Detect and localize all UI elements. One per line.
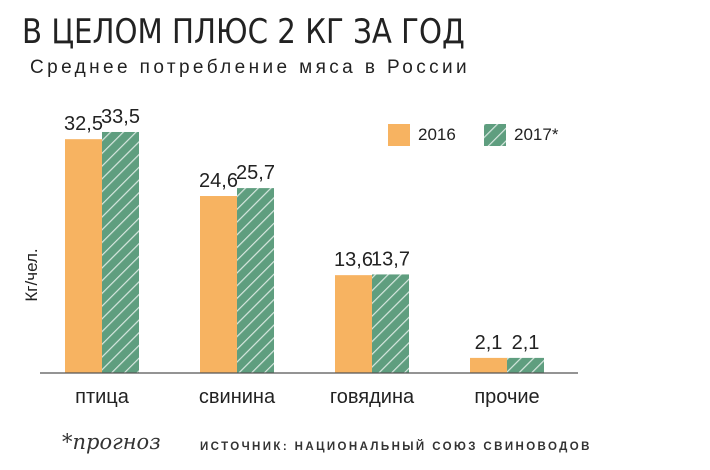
bar-2016-3 — [335, 275, 372, 373]
legend-label-2017: 2017* — [514, 125, 559, 144]
bar-2016-1 — [65, 139, 102, 373]
data-label-2017--4: 2,1 — [512, 332, 540, 354]
y-axis-label: Кг/чел. — [22, 248, 41, 301]
category-label-1: птица — [75, 386, 130, 408]
bar-2016-4 — [470, 357, 507, 373]
legend-swatch-2017 — [484, 124, 506, 146]
category-label-2: свинина — [199, 386, 276, 408]
bar-2017--2 — [237, 188, 274, 373]
bar-2016-2 — [200, 196, 237, 373]
category-label-3: говядина — [330, 386, 415, 408]
category-label-4: прочие — [474, 386, 539, 408]
source-note: ИСТОЧНИК: НАЦИОНАЛЬНЫЙ СОЮЗ СВИНОВОДОВ — [200, 441, 592, 453]
legend-label-2016: 2016 — [418, 125, 456, 144]
chart-title: В ЦЕЛОМ ПЛЮС 2 КГ ЗА ГОД — [22, 12, 465, 52]
chart-subtitle: Среднее потребление мяса в России — [30, 57, 471, 78]
bar-2017--3 — [372, 274, 409, 373]
data-label-2016-2: 24,6 — [199, 170, 238, 192]
bar-2017--4 — [507, 357, 544, 373]
footnote: *прогноз — [62, 430, 161, 454]
data-label-2016-3: 13,6 — [334, 249, 373, 271]
data-label-2016-1: 32,5 — [64, 113, 103, 135]
data-label-2017--1: 33,5 — [101, 106, 140, 128]
data-label-2017--3: 13,7 — [371, 248, 410, 270]
data-label-2017--2: 25,7 — [236, 162, 275, 184]
bar-2017--1 — [102, 131, 139, 373]
legend-swatch-2016 — [388, 124, 410, 146]
data-label-2016-4: 2,1 — [475, 332, 503, 354]
